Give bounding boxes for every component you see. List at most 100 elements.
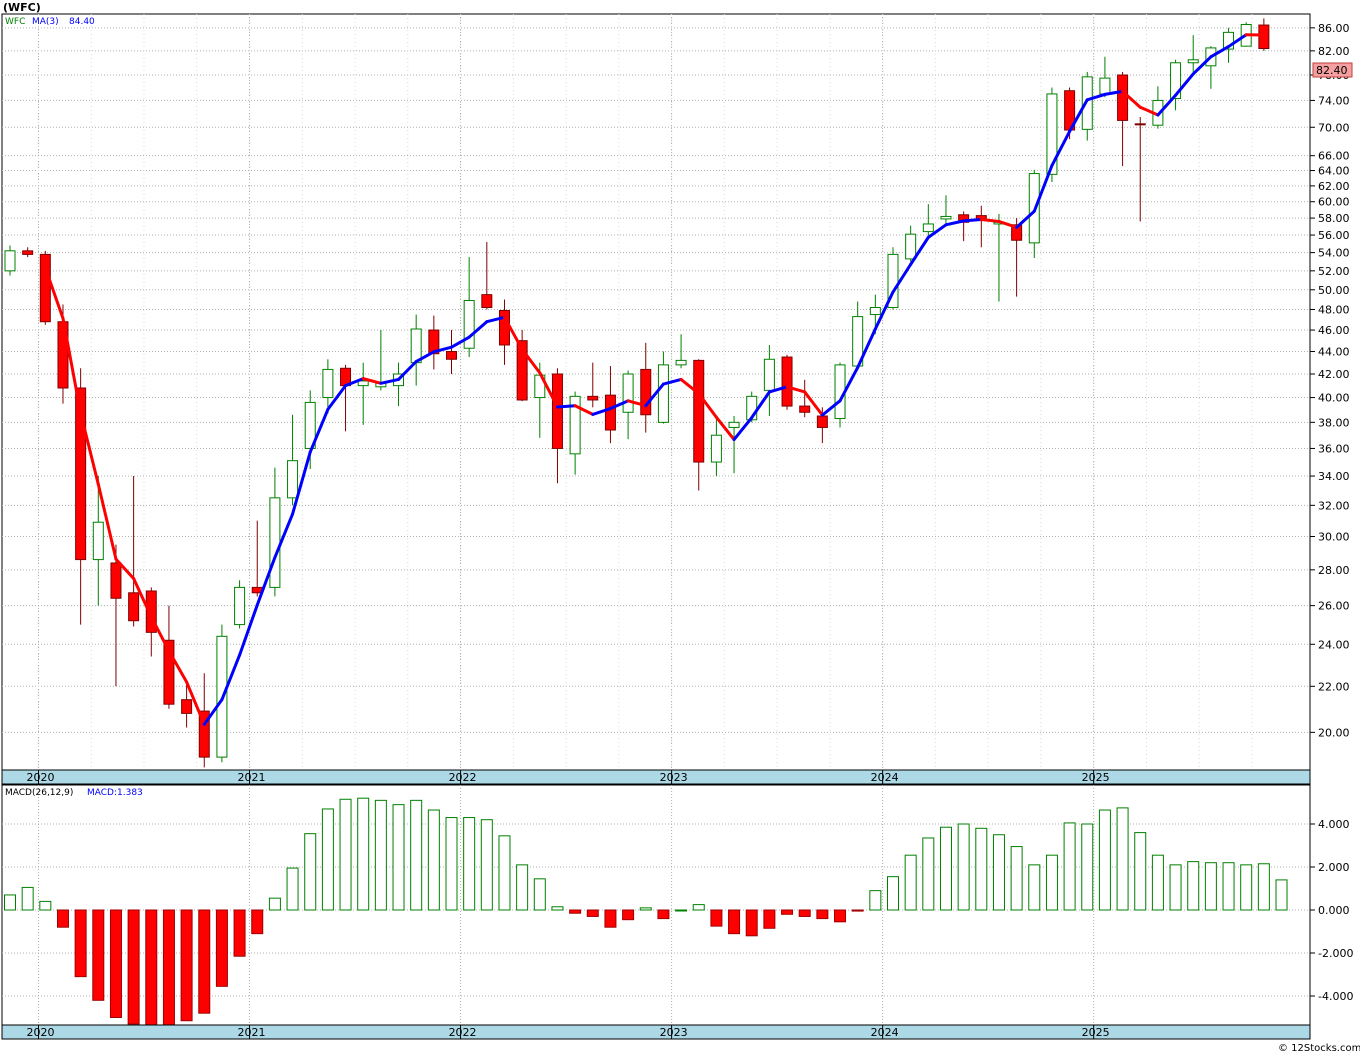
candle-up [464, 301, 474, 349]
year-label: 2020 [26, 771, 54, 784]
candle-up [411, 329, 421, 363]
candle-up [623, 374, 633, 412]
macd-bar-positive [22, 887, 33, 910]
price-tick-label: 44.00 [1318, 346, 1350, 359]
macd-bar-positive [481, 820, 492, 910]
candle-down [482, 295, 492, 308]
macd-bar-positive [1205, 863, 1216, 910]
year-label: 2025 [1082, 1026, 1110, 1039]
price-tick-label: 40.00 [1318, 392, 1350, 405]
candle-up [270, 498, 280, 588]
macd-bar-positive [676, 910, 687, 911]
price-tick-label: 32.00 [1318, 499, 1350, 512]
price-tick-label: 70.00 [1318, 121, 1350, 134]
candle-down [129, 593, 139, 621]
macd-bar-positive [340, 799, 351, 910]
candle-up [323, 369, 333, 397]
macd-bar-negative [782, 910, 793, 914]
year-label: 2020 [26, 1026, 54, 1039]
candle-up [711, 435, 721, 462]
macd-bar-positive [693, 905, 704, 910]
macd-bar-positive [375, 800, 386, 910]
legend-ma-label: MA(3) [32, 17, 59, 27]
price-tick-label: 58.00 [1318, 212, 1350, 225]
candle-up [906, 234, 916, 259]
macd-bar-positive [428, 810, 439, 910]
price-tick-label: 20.00 [1318, 726, 1350, 739]
macd-bar-positive [1258, 864, 1269, 910]
price-tick-label: 26.00 [1318, 600, 1350, 613]
macd-bar-positive [1046, 855, 1057, 910]
price-tick-label: 62.00 [1318, 180, 1350, 193]
macd-bar-negative [216, 910, 227, 986]
candle-up [1100, 78, 1110, 94]
candle-up [235, 587, 245, 624]
price-tick-label: 36.00 [1318, 442, 1350, 455]
macd-bar-positive [923, 838, 934, 910]
candle-up [5, 251, 15, 271]
price-tick-label: 46.00 [1318, 324, 1350, 337]
price-tick-label: 42.00 [1318, 368, 1350, 381]
price-tick-label: 28.00 [1318, 564, 1350, 577]
macd-bar-negative [746, 910, 757, 936]
macd-tick-label: 0.000 [1318, 904, 1350, 917]
macd-bar-negative [835, 910, 846, 922]
candle-up [941, 216, 951, 218]
macd-bar-negative [623, 910, 634, 920]
macd-bar-positive [1188, 862, 1199, 910]
macd-bar-positive [1082, 824, 1093, 910]
macd-bar-positive [1135, 833, 1146, 910]
candle-up [870, 307, 880, 314]
macd-bar-positive [1223, 863, 1234, 910]
macd-bar-positive [1011, 847, 1022, 910]
year-label: 2023 [660, 771, 688, 784]
candle-up [93, 522, 103, 559]
candle-down [447, 352, 457, 360]
macd-bar-positive [1241, 865, 1252, 910]
price-tick-label: 74.00 [1318, 94, 1350, 107]
price-tick-label: 54.00 [1318, 247, 1350, 260]
price-year-band [2, 770, 1310, 784]
macd-bar-positive [552, 907, 563, 910]
macd-tick-label: 2.000 [1318, 861, 1350, 874]
macd-bar-negative [729, 910, 740, 934]
macd-bar-negative [605, 910, 616, 927]
price-tick-label: 30.00 [1318, 531, 1350, 544]
year-label: 2021 [238, 1026, 266, 1039]
footer-credit: © 12Stocks.com [1278, 1043, 1360, 1054]
macd-bar-positive [5, 895, 16, 910]
candle-down [182, 700, 192, 714]
macd-bar-positive [517, 865, 528, 910]
macd-bar-positive [322, 809, 333, 910]
candle-down [605, 395, 615, 430]
macd-tick-label: -4.000 [1318, 990, 1353, 1003]
year-label: 2022 [449, 1026, 477, 1039]
candle-up [923, 224, 933, 232]
macd-legend-value: MACD:1.383 [87, 788, 143, 798]
macd-bar-negative [817, 910, 828, 919]
price-tick-label: 48.00 [1318, 303, 1350, 316]
legend-symbol: WFC [5, 17, 25, 27]
macd-bar-positive [905, 855, 916, 910]
candle-up [676, 360, 686, 364]
candle-up [729, 422, 739, 427]
macd-bar-negative [128, 910, 139, 1024]
macd-year-band [2, 1025, 1310, 1039]
macd-bar-positive [1152, 855, 1163, 910]
macd-bar-positive [958, 824, 969, 910]
candle-down [40, 254, 50, 321]
macd-panel [2, 785, 1310, 1025]
price-tick-label: 22.00 [1318, 680, 1350, 693]
macd-tick-label: -2.000 [1318, 947, 1353, 960]
year-label: 2023 [660, 1026, 688, 1039]
macd-bar-positive [287, 868, 298, 910]
macd-bar-positive [940, 827, 951, 910]
year-label: 2022 [449, 771, 477, 784]
ma-segment [557, 406, 575, 407]
macd-bar-positive [1276, 880, 1287, 910]
candle-up [764, 359, 774, 390]
candle-down [552, 374, 562, 448]
price-tick-label: 60.00 [1318, 196, 1350, 209]
macd-bar-negative [163, 910, 174, 1025]
